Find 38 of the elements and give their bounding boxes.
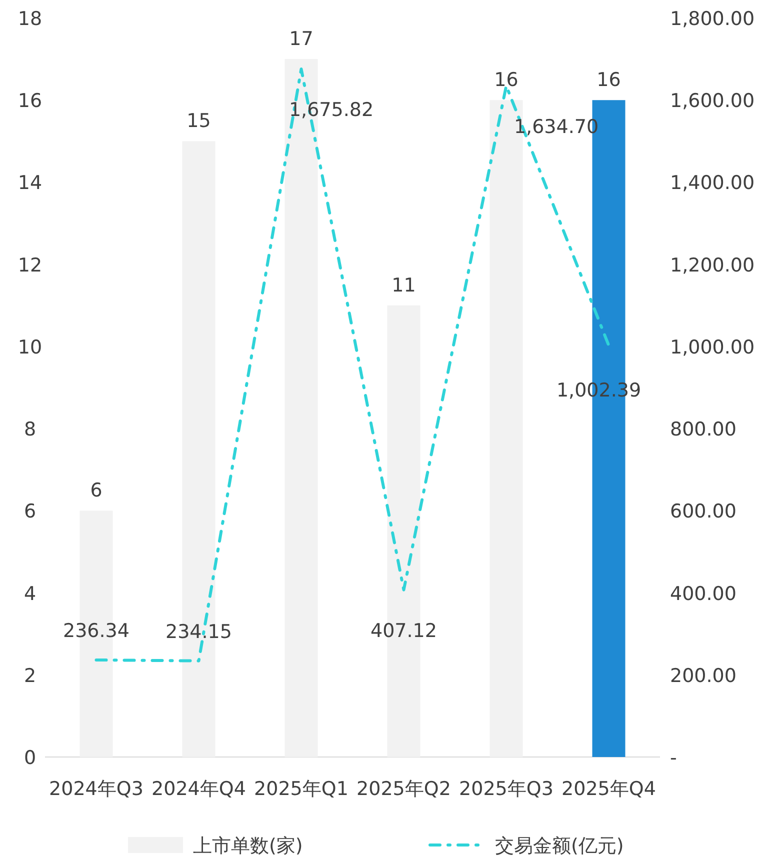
y-tick-label: 4: [24, 582, 36, 605]
y-tick-label: 0: [24, 747, 36, 769]
y-tick-label: 16: [18, 90, 42, 112]
x-tick-label: 2025年Q1: [254, 778, 348, 800]
data-label: 16: [596, 69, 621, 92]
legend-label: 交易金额(亿元): [495, 835, 624, 857]
y-tick-label: 12: [18, 254, 42, 276]
data-label: 11: [392, 274, 416, 296]
y-tick-label: 18: [18, 8, 42, 30]
data-label: 16: [494, 69, 518, 92]
y2-tick-label: 600.00: [670, 500, 736, 523]
y2-tick-label: 200.00: [670, 664, 736, 687]
y2-tick-label: 800.00: [670, 418, 736, 441]
y2-tick-label: -: [670, 747, 677, 769]
data-label: 407.12: [370, 620, 437, 642]
data-label: 236.34: [63, 620, 130, 642]
legend-label: 上市单数(家): [193, 835, 303, 857]
data-label: 17: [289, 28, 314, 50]
y-tick-label: 8: [24, 418, 36, 441]
y2-tick-label: 1,200.00: [670, 254, 755, 276]
data-label: 1,675.82: [288, 98, 374, 121]
data-label: 234.15: [166, 620, 232, 643]
y2-tick-label: 1,800.00: [670, 8, 755, 30]
y2-tick-label: 1,600.00: [670, 90, 755, 112]
data-label: 6: [90, 480, 102, 502]
x-tick-label: 2025年Q2: [356, 778, 451, 800]
y2-tick-label: 1,000.00: [670, 336, 755, 358]
x-tick-label: 2025年Q4: [562, 778, 656, 800]
y2-tick-label: 400.00: [670, 582, 736, 605]
data-label: 15: [186, 110, 211, 132]
y2-tick-label: 1,400.00: [670, 172, 755, 194]
y-tick-label: 14: [18, 172, 42, 194]
y-tick-label: 6: [24, 500, 36, 523]
x-tick-label: 2024年Q3: [49, 778, 144, 800]
y-tick-label: 2: [24, 664, 36, 687]
x-tick-label: 2025年Q3: [459, 778, 554, 800]
y-tick-label: 10: [18, 336, 42, 358]
x-tick-label: 2024年Q4: [152, 778, 246, 800]
